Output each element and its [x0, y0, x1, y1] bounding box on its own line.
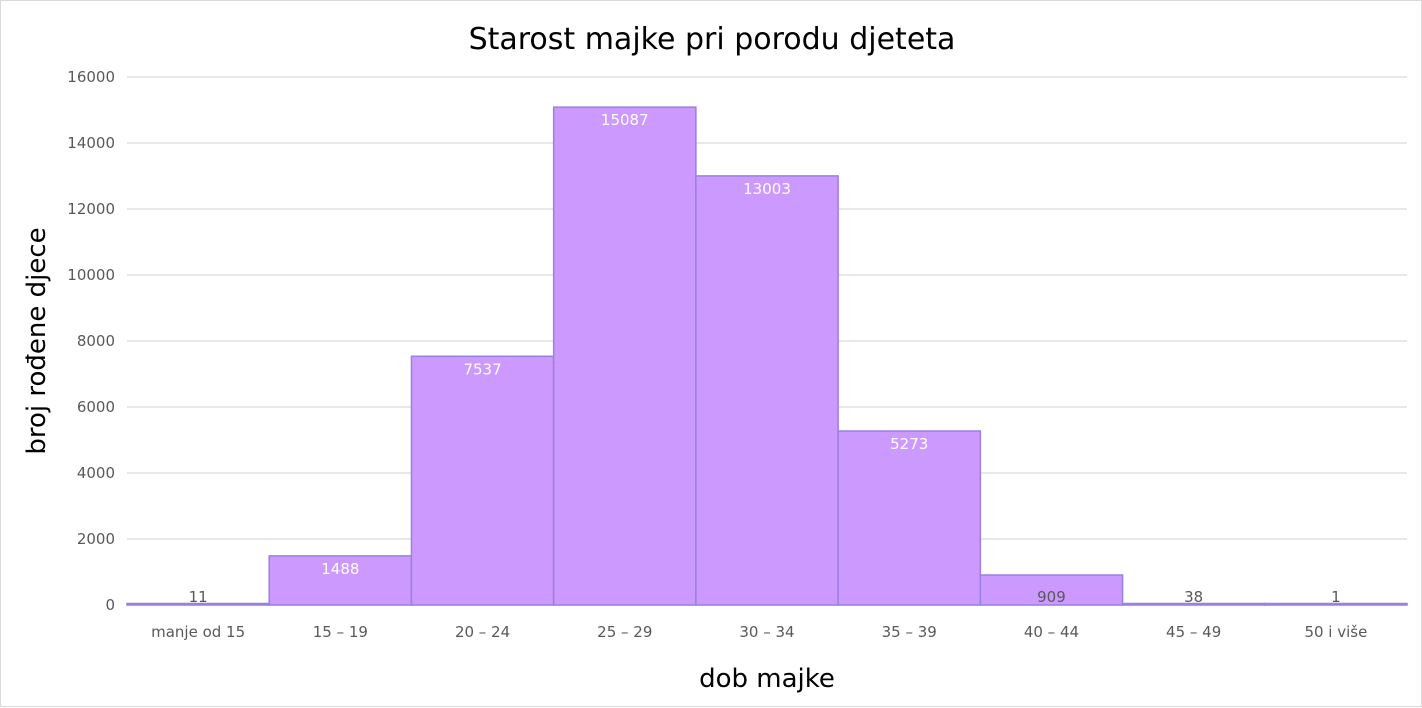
y-tick-label: 12000 [67, 200, 115, 218]
data-label: 15087 [601, 111, 649, 129]
y-axis-ticks: 0 2000 4000 6000 8000 10000 12000 14000 16000 [67, 68, 115, 614]
x-tick-label: 25 – 29 [597, 623, 652, 641]
x-axis-title: dob majke [699, 664, 835, 694]
x-tick-label: 40 – 44 [1024, 623, 1079, 641]
x-axis-ticks: manje od 15 15 – 19 20 – 24 25 – 29 30 – 34 3… [151, 623, 1367, 641]
bar [1264, 602, 1408, 606]
x-tick-label: 35 – 39 [882, 623, 937, 641]
bar [268, 555, 413, 606]
y-tick-label: 6000 [77, 398, 115, 416]
data-label: 1488 [321, 560, 359, 578]
y-tick-label: 14000 [67, 134, 115, 152]
bar [837, 430, 982, 606]
chart-title: Starost majke pri porodu djeteta [469, 22, 956, 57]
data-label: 909 [1037, 588, 1066, 606]
x-tick-label: 45 – 49 [1166, 623, 1221, 641]
bar [410, 355, 555, 606]
bar [695, 175, 839, 606]
y-axis-title: broj rođene djece [22, 227, 52, 454]
bar [979, 574, 1124, 606]
data-label: 5273 [890, 435, 928, 453]
x-tick-label: manje od 15 [151, 623, 245, 641]
bars: 11 1488 7537 15087 13003 5273 909 38 1 [126, 106, 1408, 606]
x-tick-label: 15 – 19 [313, 623, 368, 641]
y-tick-label: 10000 [67, 266, 115, 284]
x-tick-label: 20 – 24 [455, 623, 510, 641]
y-tick-label: 4000 [77, 464, 115, 482]
bar [552, 106, 697, 606]
data-label: 1 [1331, 588, 1341, 606]
y-tick-label: 16000 [67, 68, 115, 86]
data-label: 13003 [743, 180, 791, 198]
data-label: 7537 [463, 360, 501, 378]
data-label: 11 [189, 588, 208, 606]
y-tick-label: 0 [105, 596, 115, 614]
y-tick-label: 2000 [77, 530, 115, 548]
y-tick-label: 8000 [77, 332, 115, 350]
x-tick-label: 50 i više [1304, 623, 1367, 641]
data-label: 38 [1184, 588, 1203, 606]
x-tick-label: 30 – 34 [739, 623, 794, 641]
